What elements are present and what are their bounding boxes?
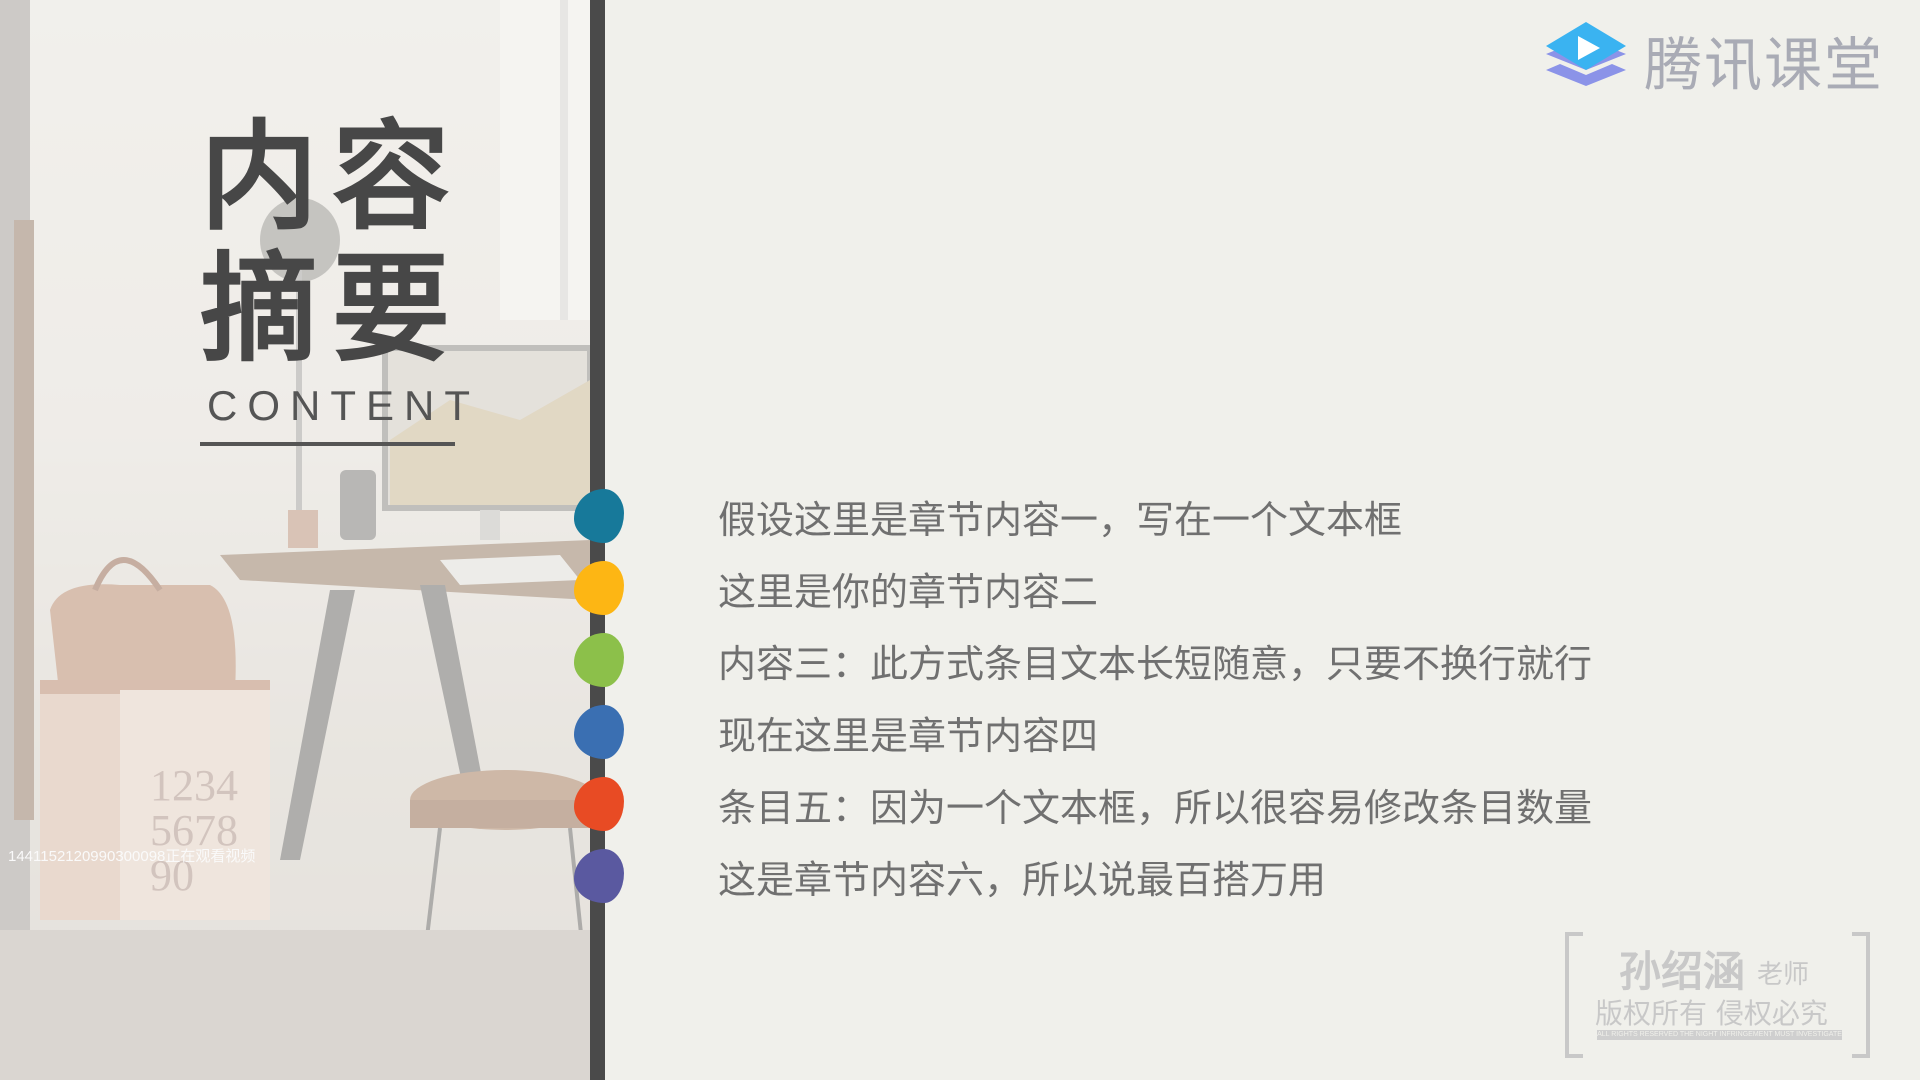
stamp-bracket-right [1852,932,1870,1058]
stamp-teacher-name: 孙绍涵 [1619,947,1746,996]
list-item-text: 这是章节内容六，所以说最百搭万用 [718,857,1327,902]
list-item-text: 现在这里是章节内容四 [718,713,1099,758]
tencent-classroom-logo: 腾讯课堂 [1540,20,1884,100]
play-cube-icon [1546,22,1626,86]
bullet-dot-icon [574,561,624,615]
bullet-dot-icon [574,705,624,759]
photo-light-overlay [0,0,590,1080]
title-underline [200,442,455,446]
list-item: 这是章节内容六，所以说最百搭万用 [574,846,1326,906]
list-item: 条目五：因为一个文本框，所以很容易修改条目数量 [574,774,1592,834]
stamp-small-print: ALL RIGHTS RESERVED THE NIGHT INFRINGEME… [1597,1030,1842,1040]
page-subtitle-english: CONTENT [207,382,480,429]
stamp-teacher-role: 老师 [1757,960,1810,990]
list-item: 假设这里是章节内容一，写在一个文本框 [574,486,1402,546]
list-item: 这里是你的章节内容二 [574,558,1098,618]
bullet-dot-icon [574,777,624,831]
list-item-text: 条目五：因为一个文本框，所以很容易修改条目数量 [718,785,1593,830]
logo-text: 腾讯课堂 [1644,31,1885,99]
viewer-watermark-text: 1441152120990300098正在观看视频 [8,848,256,865]
page-title-line-1: 内容 [200,108,465,246]
list-item-text: 内容三：此方式条目文本长短随意，只要不换行就行 [718,641,1593,686]
list-item: 内容三：此方式条目文本长短随意，只要不换行就行 [574,630,1592,690]
bullet-dot-icon [574,489,624,543]
list-item-text: 假设这里是章节内容一，写在一个文本框 [718,497,1403,542]
page-title-line-2: 摘要 [200,240,465,378]
background-photo: 1234 5678 90 1441152120990300098正在观看视频 [0,0,590,1080]
stamp-copyright-text: 版权所有 侵权必究 [1595,997,1828,1030]
bullet-dot-icon [574,849,624,903]
list-item-text: 这里是你的章节内容二 [718,569,1099,614]
bullet-dot-icon [574,633,624,687]
copyright-stamp: 孙绍涵 老师 版权所有 侵权必究 ALL RIGHTS RESERVED THE… [1565,932,1870,1058]
stamp-bracket-left [1565,932,1583,1058]
list-item: 现在这里是章节内容四 [574,702,1098,762]
